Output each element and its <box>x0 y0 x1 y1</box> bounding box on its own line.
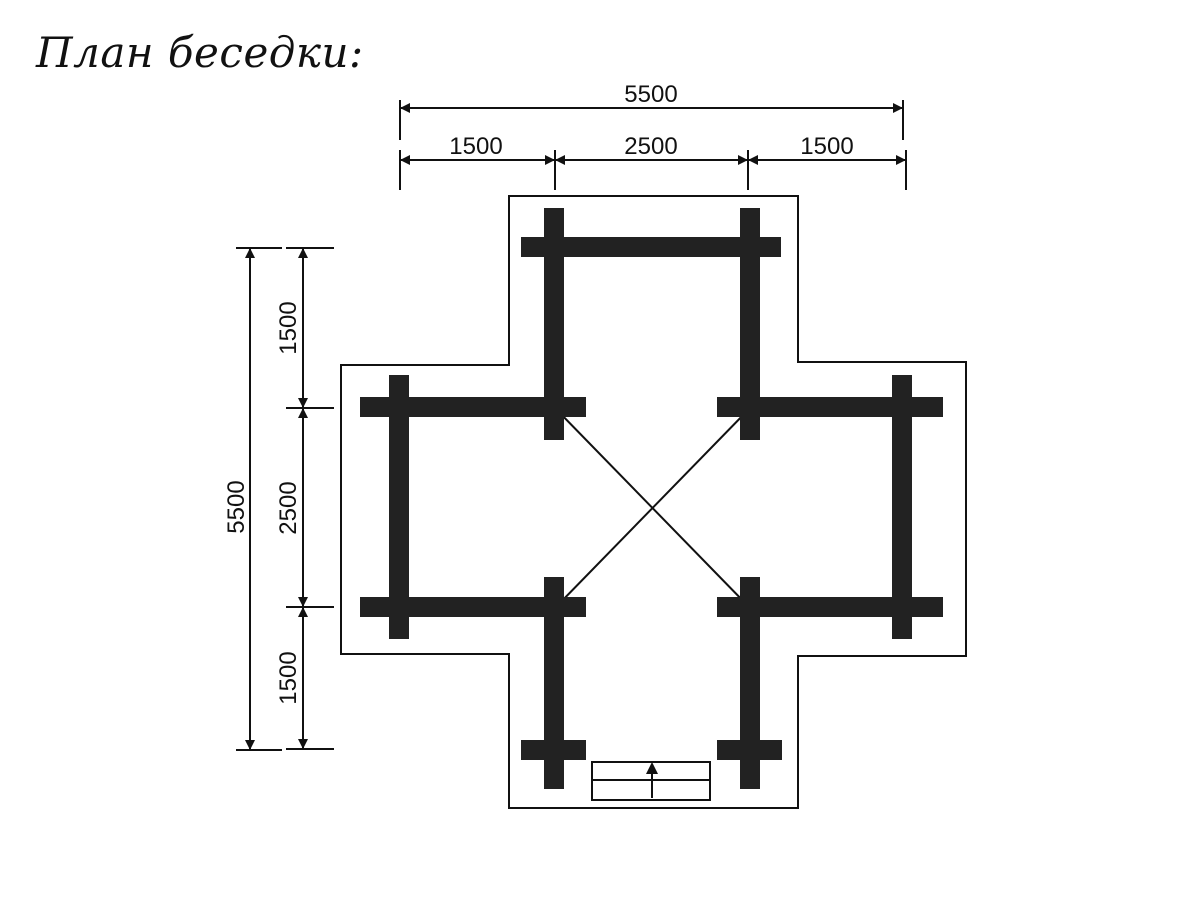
dim-left-top: 1500 <box>275 301 302 354</box>
dim-left-bottom: 1500 <box>275 651 302 704</box>
beam-top-left-vertical <box>544 208 564 440</box>
beam-top-horizontal <box>521 237 781 257</box>
beam-right-vertical <box>892 375 912 639</box>
timber-beams <box>360 208 943 789</box>
beam-left-lower-horizontal <box>360 597 586 617</box>
beam-bottom-right-vertical <box>740 577 760 789</box>
beam-top-right-vertical <box>740 208 760 440</box>
left-dimensions <box>236 247 334 751</box>
dim-top-total: 5500 <box>624 81 677 108</box>
diagonal-line-b <box>554 407 751 609</box>
dim-left-middle: 2500 <box>275 481 302 534</box>
dim-top-left: 1500 <box>449 133 502 160</box>
page-title: План беседки: <box>36 28 364 77</box>
dim-top-middle: 2500 <box>624 133 677 160</box>
foundation-outline <box>340 195 967 809</box>
beam-right-upper-horizontal <box>717 397 943 417</box>
beam-bottom-left-stub <box>521 740 586 760</box>
dim-top-right: 1500 <box>800 133 853 160</box>
beam-left-vertical <box>389 375 409 639</box>
arrow-up-icon <box>646 762 658 798</box>
dim-left-total: 5500 <box>223 480 250 533</box>
top-dimensions <box>399 100 907 190</box>
beam-bottom-right-stub <box>717 740 782 760</box>
beam-bottom-left-vertical <box>544 577 564 789</box>
beam-left-upper-horizontal <box>360 397 586 417</box>
beam-right-lower-horizontal <box>717 597 943 617</box>
